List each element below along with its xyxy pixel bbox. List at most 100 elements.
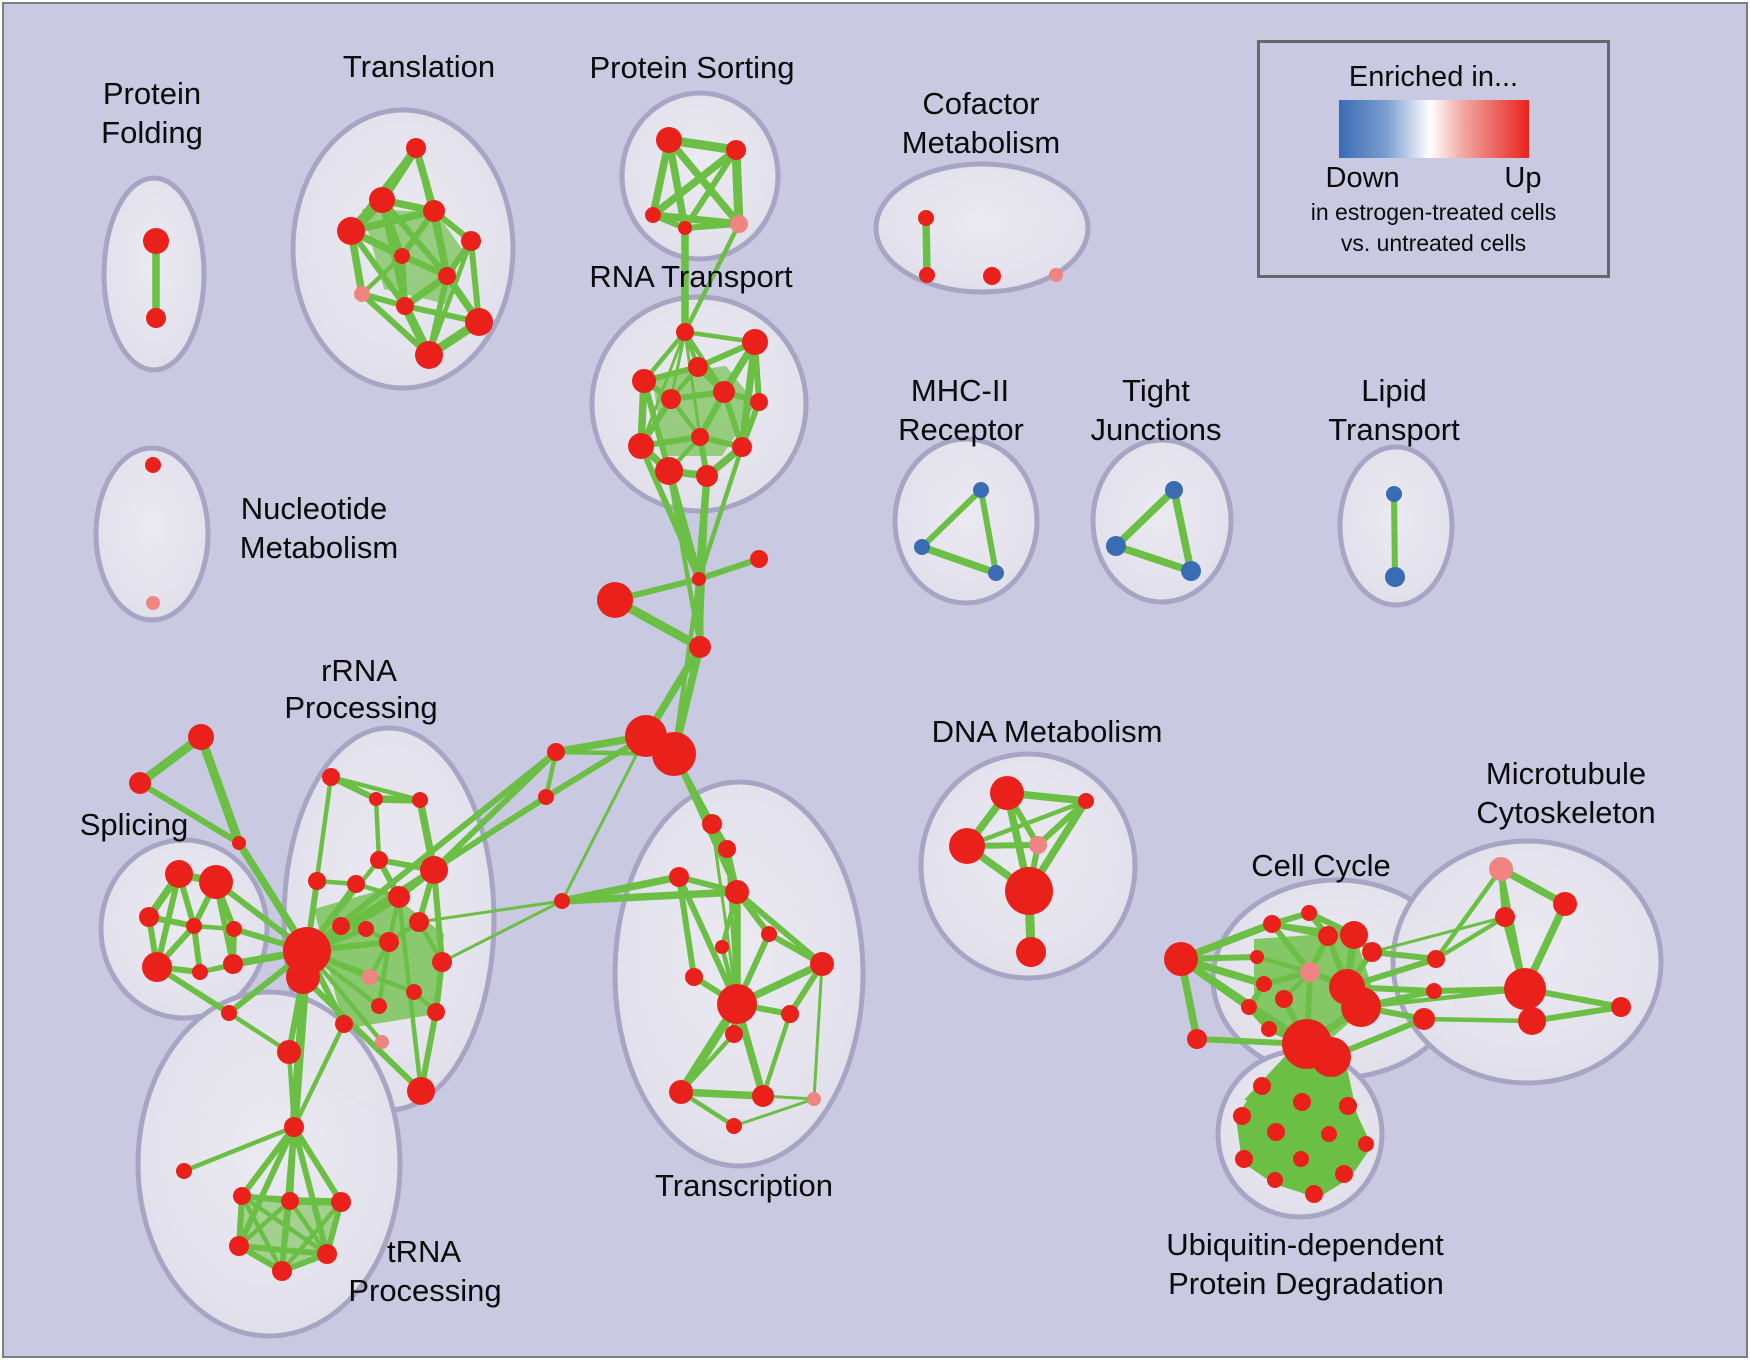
gene-set-node-rr10-red [332, 917, 350, 935]
gene-set-node-tcn-red [554, 893, 570, 909]
cluster-label-2: Translation [343, 49, 495, 84]
edge-mh1-mh3 [978, 487, 999, 576]
gene-set-node-tl2-red [369, 187, 395, 213]
gene-set-node-lp2-blue [1385, 567, 1405, 587]
gene-set-node-rt2-red [742, 329, 768, 355]
gene-set-node-sp4-red [186, 918, 202, 934]
edge-ch1-ch6 [671, 576, 702, 757]
gene-set-node-rt10-red [732, 437, 752, 457]
cluster-ellipse-tight-junctions [1090, 437, 1234, 605]
edge-tc1-tc9 [710, 822, 739, 1006]
gene-set-node-tj2-blue [1106, 536, 1126, 556]
edge-tcn-tc4 [558, 888, 741, 905]
edge-mt1-mt2 [1497, 865, 1569, 908]
edge-tg2-tg3 [137, 780, 242, 846]
legend-subtitle: in estrogen-treated cells vs. untreated … [1311, 197, 1556, 259]
gene-set-node-tl6-red [394, 248, 410, 264]
edge-tn5-tn8 [279, 1199, 344, 1274]
gene-set-node-lp1-blue [1386, 486, 1402, 502]
gene-set-node-rr13-red [379, 932, 399, 952]
gene-set-node-tg2-red [129, 772, 151, 794]
gene-set-node-tc14-pink [807, 1092, 821, 1106]
gene-set-node-rr12-pink [362, 969, 378, 985]
legend-box: Enriched in... Down Up in estrogen-treat… [1257, 40, 1610, 278]
cluster-label-3: Protein Sorting [589, 50, 794, 85]
gene-set-node-tn6-red [229, 1236, 249, 1256]
edge-rr3-rr5 [373, 796, 382, 863]
gene-set-node-rt4-red [632, 369, 656, 393]
edge-tn4-tn6 [236, 1198, 293, 1249]
gene-set-node-cf3-red [983, 267, 1001, 285]
cluster-label-14: Metabolism [240, 530, 399, 565]
gene-set-node-tn5-red [331, 1192, 351, 1212]
gene-set-node-ch2-red [750, 550, 768, 568]
edge-cc6-mt3 [1370, 915, 1507, 954]
gene-set-node-ch4-red [689, 636, 711, 658]
edge-rt10-ch1 [696, 444, 745, 582]
gene-set-node-cc14-red [1187, 1029, 1207, 1049]
gene-set-node-rt3-red [688, 357, 708, 377]
edge-rr1-rr6 [304, 867, 437, 954]
gene-set-node-ub12-red [1305, 1185, 1323, 1203]
gene-set-node-cf2-red [919, 267, 935, 283]
gene-set-node-ub1-red [1253, 1077, 1271, 1095]
gene-set-node-rr6-red [420, 856, 448, 884]
gene-set-node-rr8-red [347, 875, 365, 893]
edge-tl8-tl11 [359, 291, 432, 358]
gene-set-node-tc7-red [810, 952, 834, 976]
gene-set-node-cc15-red [1427, 950, 1445, 968]
gene-set-node-rr11-red [358, 921, 374, 937]
gene-set-node-sp7-red [192, 964, 208, 980]
edge-tc15-tc14 [732, 1097, 816, 1128]
edge-rt8-ch1 [638, 443, 702, 582]
gene-set-node-cc3-red [1301, 905, 1317, 921]
gene-set-node-ch3-red [597, 582, 633, 618]
gene-set-node-ps1-red [656, 127, 682, 153]
edge-ps2-ps5 [731, 145, 744, 229]
gene-set-node-rt6-red [713, 381, 735, 403]
gene-set-node-cc16-red [1426, 983, 1442, 999]
edge-lp1-lp2 [1391, 491, 1398, 580]
gene-set-node-tl5-red [461, 231, 481, 251]
gene-set-node-dm6-red [1016, 937, 1046, 967]
gene-set-node-tc6-red [715, 940, 729, 954]
gene-set-node-rt8-red [628, 433, 654, 459]
gene-set-node-cc10-red [1261, 1021, 1277, 1037]
edge-rr15-rr6 [431, 867, 445, 965]
gene-set-node-cf1-red [918, 210, 934, 226]
gene-set-node-cc11b-red [1341, 987, 1381, 1027]
cluster-label-21: Cytoskeleton [1476, 795, 1655, 830]
gene-set-node-dm5-red [1005, 867, 1053, 915]
gene-set-node-tc11-red [725, 1025, 743, 1043]
edge-tg1-tg3 [196, 732, 244, 848]
edge-tc12-tc13 [677, 1088, 767, 1100]
gene-set-node-tn1-red [284, 1117, 304, 1137]
gene-set-node-mh3-blue [988, 565, 1004, 581]
gene-set-node-tl9-red [396, 297, 414, 315]
gene-set-node-rt1-red [676, 323, 694, 341]
legend-endpoints: Down Up [1326, 162, 1542, 195]
gene-set-node-tn4-red [281, 1192, 299, 1210]
edge-tc3-tc9 [676, 874, 740, 1007]
gene-set-node-tl1-red [406, 138, 426, 158]
gene-set-node-tg3-red [232, 836, 246, 850]
gene-set-node-ps2-red [726, 140, 746, 160]
cluster-label-10: Junctions [1091, 412, 1222, 447]
gene-set-node-rr7-red [308, 872, 326, 890]
gene-set-node-rr17-red [371, 998, 387, 1014]
edge-dm2-dm3 [964, 798, 1089, 849]
gene-set-node-rr3-red [369, 792, 383, 806]
edge-rr2-rr4 [328, 774, 423, 803]
gene-set-node-nm1-red [145, 457, 161, 473]
gene-set-node-tc8-red [685, 968, 703, 986]
edge-cc11b-mt4 [1358, 986, 1528, 1010]
cluster-label-25: Ubiquitin-dependent [1166, 1227, 1444, 1262]
cluster-label-23: Processing [348, 1273, 501, 1308]
edge-rr15-tcn [440, 899, 564, 964]
gene-set-node-tc15-red [726, 1118, 742, 1134]
gene-set-node-ub8-red [1235, 1150, 1253, 1168]
edge-cc2-cc7 [1269, 921, 1313, 975]
gene-set-node-tc5-red [761, 926, 777, 942]
edge-ps1-ps5 [665, 136, 743, 228]
